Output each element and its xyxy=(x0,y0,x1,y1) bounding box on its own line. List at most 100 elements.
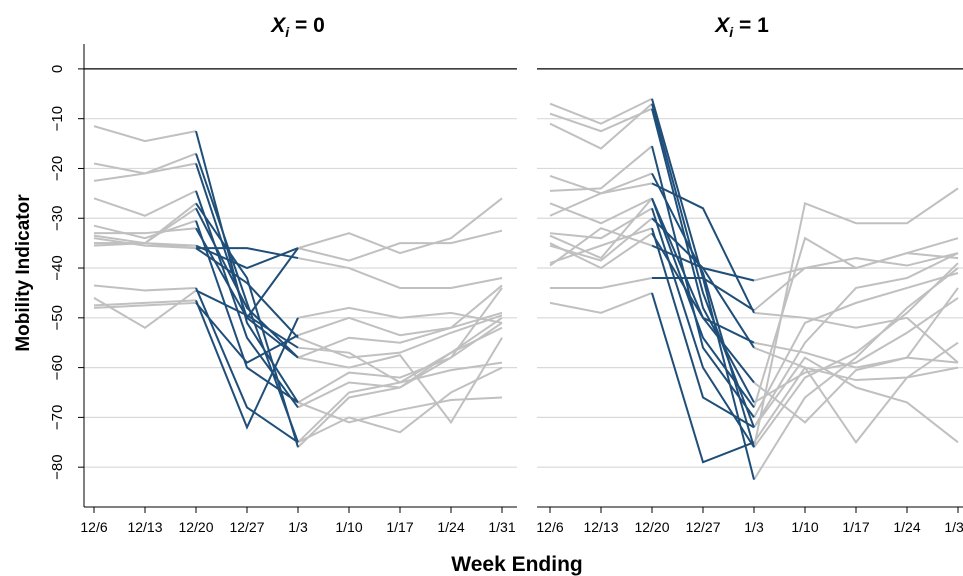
series-line-pre xyxy=(93,299,197,307)
series-line-post xyxy=(753,287,959,424)
series-line-transition xyxy=(651,292,755,464)
series-line-pre xyxy=(549,197,653,225)
series-line-post xyxy=(297,321,503,404)
series-line-transition xyxy=(651,227,755,429)
x-tick-label: 12/13 xyxy=(583,519,618,535)
x-tick-label: 1/10 xyxy=(791,519,818,535)
series-line-pre xyxy=(93,237,197,250)
series-line-transition xyxy=(195,202,299,448)
x-tick-label: 12/27 xyxy=(229,519,264,535)
series-line-transition xyxy=(195,227,299,320)
y-tick-label: −30 xyxy=(49,206,66,231)
y-tick-label: −70 xyxy=(49,405,66,430)
series-line-transition xyxy=(195,300,299,430)
series-line-post xyxy=(297,346,503,384)
series-gray-layer xyxy=(549,97,959,481)
series-line-post xyxy=(297,366,503,444)
series-line-pre xyxy=(93,289,197,329)
series-line-post xyxy=(297,284,503,337)
series-line-post xyxy=(297,197,503,255)
x-tick-label: 1/31 xyxy=(944,519,963,535)
x-tick-label: 1/31 xyxy=(488,519,515,535)
y-tick-label: −50 xyxy=(49,305,66,330)
series-line-pre xyxy=(93,152,197,175)
y-axis-label: Mobility Indicator xyxy=(13,194,34,352)
series-blue-layer xyxy=(195,130,299,448)
x-tick-label: 12/20 xyxy=(634,519,669,535)
series-line-post xyxy=(753,365,959,444)
series-line-transition xyxy=(195,302,299,364)
series-line-pre xyxy=(93,202,197,247)
series-line-transition xyxy=(195,247,299,339)
x-tick-label: 1/17 xyxy=(842,519,869,535)
series-line-post xyxy=(753,252,959,312)
series-line-post xyxy=(297,229,503,262)
series-line-transition xyxy=(651,232,755,384)
series-line-transition xyxy=(195,153,299,443)
series-line-transition xyxy=(195,130,299,403)
y-tick-label: −20 xyxy=(49,156,66,181)
series-line-transition xyxy=(651,182,755,314)
series-line-post xyxy=(753,311,959,364)
series-line-pre xyxy=(93,189,197,217)
series-line-pre xyxy=(549,107,653,133)
y-tick-label: −10 xyxy=(49,106,66,131)
series-line-transition xyxy=(651,197,755,344)
series-line-transition xyxy=(195,163,299,359)
series-line-transition xyxy=(195,244,299,270)
panel-title-x0: Xi = 0 xyxy=(270,14,325,40)
series-gray-layer xyxy=(93,125,503,448)
series-line-pre xyxy=(550,277,653,289)
series-line-pre xyxy=(94,227,197,235)
y-tick-label: −80 xyxy=(49,454,66,479)
series-line-post xyxy=(753,341,959,382)
x-tick-label: 12/20 xyxy=(178,519,213,535)
y-tick-label: 0 xyxy=(49,65,66,73)
series-line-pre xyxy=(93,219,197,240)
series-line-post xyxy=(753,252,959,428)
series-line-pre xyxy=(549,102,653,150)
x-tick-label: 1/24 xyxy=(893,519,920,535)
series-line-transition xyxy=(651,197,755,409)
series-line-transition xyxy=(651,108,755,403)
series-line-pre xyxy=(549,227,653,265)
series-line-pre xyxy=(93,162,197,182)
panel-title-x1: Xi = 1 xyxy=(714,14,769,40)
series-line-transition xyxy=(651,172,755,448)
series-line-pre xyxy=(549,97,653,125)
series-line-post xyxy=(753,356,959,444)
series-line-post xyxy=(297,337,503,425)
x-tick-label: 12/27 xyxy=(685,519,720,535)
x-axis-label: Week Ending xyxy=(451,553,582,576)
series-line-transition xyxy=(652,276,755,312)
series-blue-layer xyxy=(651,98,755,480)
series-line-post xyxy=(297,306,503,324)
series-line-pre xyxy=(549,291,653,314)
series-line-post xyxy=(753,252,959,282)
series-line-post xyxy=(297,257,503,289)
series-line-pre xyxy=(549,197,653,260)
x-tick-label: 1/17 xyxy=(386,519,413,535)
series-line-post xyxy=(753,267,959,481)
series-line-pre xyxy=(93,125,197,143)
series-line-pre xyxy=(549,145,653,192)
x-tick-label: 12/6 xyxy=(80,519,107,535)
series-line-transition xyxy=(195,207,299,359)
y-axis: 0 −10 −20 −30 −40 −50 −60 −70 −80 xyxy=(49,44,85,507)
series-line-post xyxy=(297,396,503,424)
series-line-transition xyxy=(651,145,755,418)
series-line-transition xyxy=(651,244,755,349)
series-line-post xyxy=(297,311,503,359)
series-line-pre xyxy=(549,182,653,217)
series-line-transition xyxy=(195,287,299,444)
series-line-pre xyxy=(93,301,197,309)
series-line-post xyxy=(753,236,959,408)
series-line-post xyxy=(753,272,959,418)
x-tick-label: 1/3 xyxy=(744,519,764,535)
series-line-post xyxy=(297,287,503,448)
x-tick-label: 1/24 xyxy=(437,519,464,535)
panel-x1: 12/6 12/13 12/20 12/27 1/3 1/10 1/17 1/24 1/31 xyxy=(536,68,963,535)
series-line-pre xyxy=(549,227,653,267)
series-line-post xyxy=(753,341,959,369)
